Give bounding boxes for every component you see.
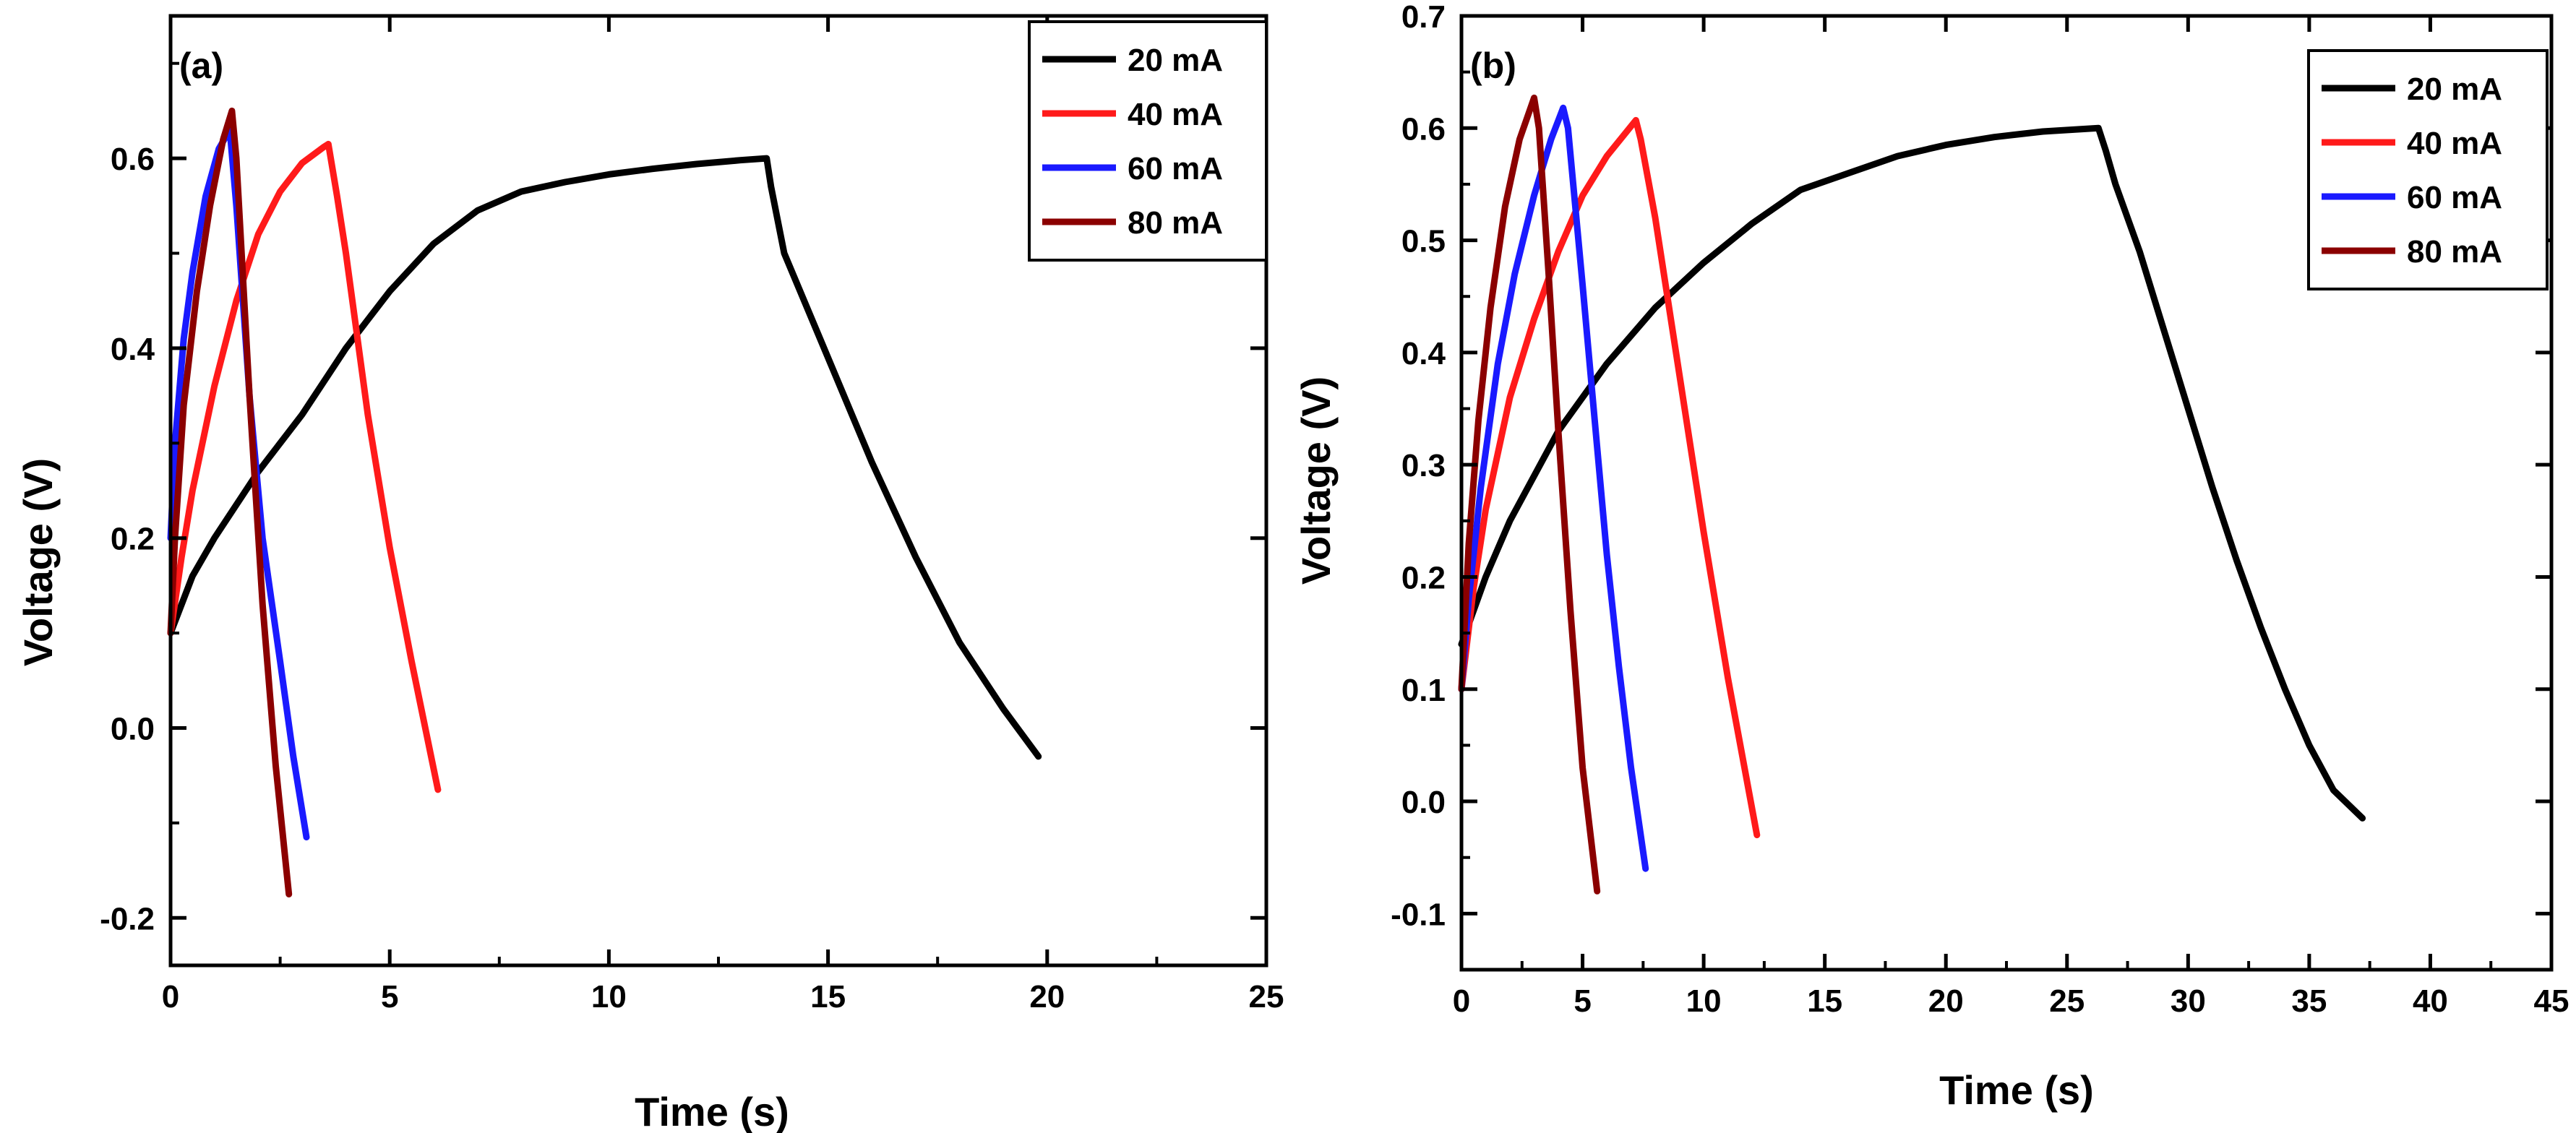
x-tick-label-a: 10 (591, 979, 627, 1014)
x-tick-label-a: 5 (381, 979, 398, 1014)
x-tick-label-b: 40 (2413, 983, 2448, 1019)
y-axis-title-b: Voltage (V) (1293, 376, 1339, 585)
series-line-a-60-ma (167, 126, 310, 841)
plot-area-a: 0 5 10 15 20 25 -0.2 0.0 0.2 0.4 0.6 (100, 14, 1284, 1014)
chart-panel-a: Voltage (V) Time (s) 0 5 10 15 20 25 -0.2 0.0 0.… (15, 14, 1284, 1133)
legend-label-b: 80 mA (2407, 234, 2502, 270)
panel-label-a: (a) (179, 46, 223, 86)
x-tick-label-a: 15 (810, 979, 846, 1014)
legend-a: 20 mA 40 mA 60 mA 80 mA (1028, 20, 1268, 262)
x-axis-title-b: Time (s) (1939, 1067, 2094, 1113)
y-tick-label-b: 0.6 (1401, 111, 1446, 147)
series-line-b-40-ma (1458, 116, 1761, 839)
y-tick-label-b: 0.0 (1401, 785, 1446, 820)
x-tick-label-b: 5 (1573, 983, 1591, 1019)
y-tick-label-b: 0.7 (1401, 0, 1446, 35)
y-tick-label-a: 0.2 (111, 522, 155, 557)
x-tick-label-b: 30 (2171, 983, 2206, 1019)
series-line-b-60-ma (1458, 104, 1649, 872)
y-axis-title-a: Voltage (V) (15, 458, 61, 666)
y-tick-label-b: 0.1 (1401, 673, 1446, 708)
x-tick-label-b: 45 (2534, 983, 2569, 1019)
series-line-b-20-ma (1458, 124, 2366, 822)
x-tick-label-b: 15 (1807, 983, 1842, 1019)
legend-label-a: 80 mA (1128, 205, 1223, 241)
x-tick-label-a: 25 (1249, 979, 1284, 1014)
legend-b: 20 mA 40 mA 60 mA 80 mA (2307, 49, 2549, 290)
y-tick-label-b: 0.2 (1401, 560, 1446, 595)
y-tick-label-a: -0.2 (100, 901, 155, 936)
legend-label-a: 40 mA (1128, 97, 1223, 132)
y-tick-label-a: 0.0 (111, 712, 155, 747)
series-line-a-80-ma (167, 107, 293, 897)
series-line-b-80-ma (1458, 94, 1601, 895)
legend-label-b: 40 mA (2407, 126, 2502, 161)
plot-area-b: 0 5 10 15 20 25 30 35 40 45 -0.1 0.0 0.1 0.2 0.3 0.4 0.5… (1391, 0, 2569, 1019)
x-tick-label-b: 0 (1453, 983, 1470, 1019)
x-axis-title-a: Time (s) (635, 1089, 789, 1133)
legend-label-a: 20 mA (1128, 43, 1223, 78)
legend-label-b: 20 mA (2407, 72, 2502, 107)
legend-label-b: 60 mA (2407, 180, 2502, 215)
y-tick-label-b: -0.1 (1391, 897, 1446, 932)
series-line-a-20-ma (167, 155, 1042, 760)
x-tick-label-a: 0 (162, 979, 179, 1014)
legend-label-a: 60 mA (1128, 151, 1223, 186)
x-tick-label-b: 10 (1686, 983, 1722, 1019)
y-tick-label-b: 0.3 (1401, 448, 1446, 483)
x-tick-label-b: 25 (2049, 983, 2085, 1019)
y-tick-label-b: 0.5 (1401, 224, 1446, 259)
series-line-a-40-ma (167, 140, 442, 793)
y-tick-label-b: 0.4 (1401, 336, 1446, 371)
chart-panel-b: Voltage (V) Time (s) 0 5 10 15 20 25 30 35 40 45 -… (1293, 0, 2569, 1113)
y-tick-label-a: 0.4 (111, 332, 155, 367)
x-tick-label-b: 20 (1928, 983, 1964, 1019)
x-tick-label-b: 35 (2291, 983, 2327, 1019)
y-tick-label-a: 0.6 (111, 142, 155, 177)
x-tick-label-a: 20 (1029, 979, 1065, 1014)
panel-label-b: (b) (1470, 46, 1516, 86)
